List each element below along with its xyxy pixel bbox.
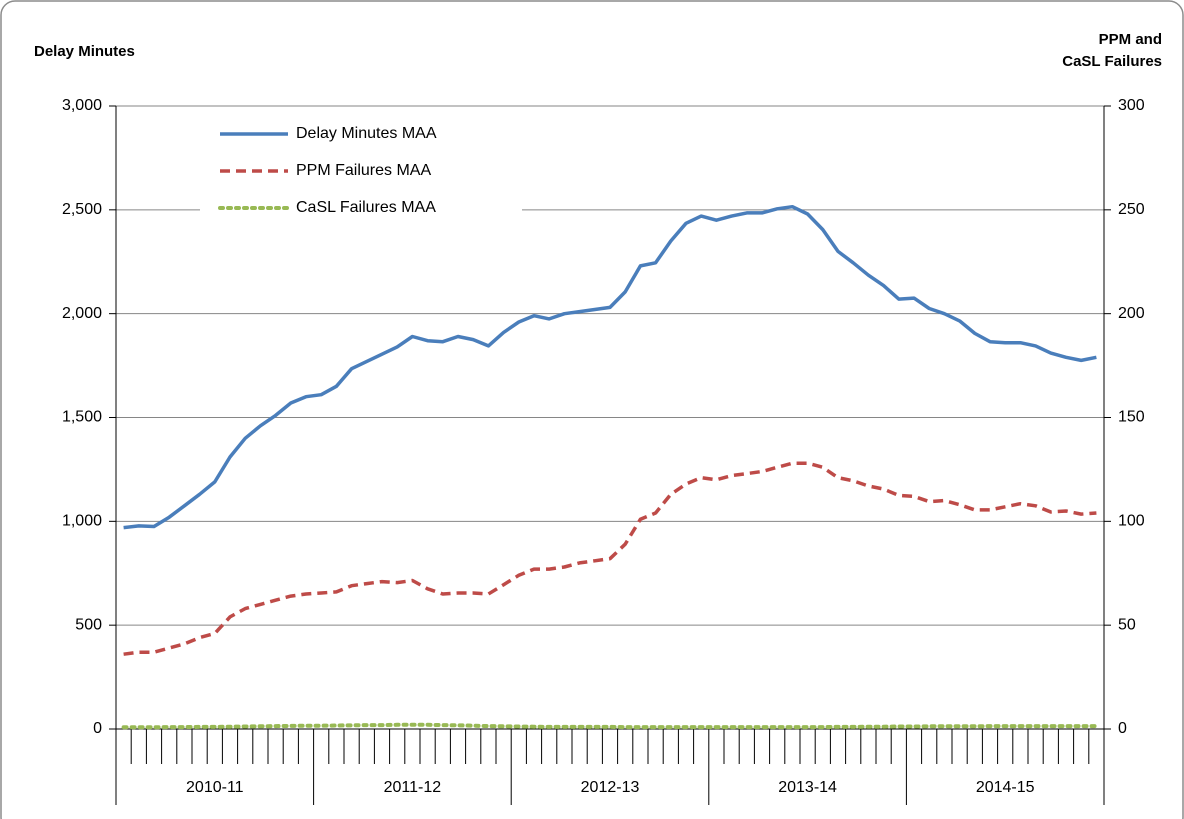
y2-tick-label: 0 [1118,720,1127,737]
y-tick-label: 0 [93,720,102,737]
y2-tick-label: 50 [1118,616,1136,633]
y2-tick-label: 150 [1118,409,1145,426]
x-group-label: 2010-11 [186,779,244,796]
y-axis-label: Delay Minutes [34,43,135,60]
y-tick-label: 3,000 [62,97,102,114]
y-tick-label: 500 [75,616,102,633]
y-tick-label: 2,000 [62,305,102,322]
series-line [123,461,1097,656]
series-line [123,204,1097,530]
series-line [121,722,1099,730]
y-tick-label: 1,000 [62,513,102,530]
legend-label: Delay Minutes MAA [296,125,437,142]
x-group-label: 2014-15 [976,779,1035,796]
y-tick-label: 2,500 [62,201,102,218]
legend-label: CaSL Failures MAA [296,199,436,216]
y2-tick-label: 300 [1118,97,1145,114]
legend-label: PPM Failures MAA [296,162,431,179]
y2-tick-label: 100 [1118,513,1145,530]
y2-axis-label: PPM and [1099,31,1162,48]
y2-tick-label: 250 [1118,201,1145,218]
x-group-label: 2013-14 [778,779,837,796]
x-group-label: 2011-12 [384,779,442,796]
y-tick-label: 1,500 [62,409,102,426]
x-group-label: 2012-13 [581,779,640,796]
y2-tick-label: 200 [1118,305,1145,322]
y2-axis-label: CaSL Failures [1062,53,1162,70]
